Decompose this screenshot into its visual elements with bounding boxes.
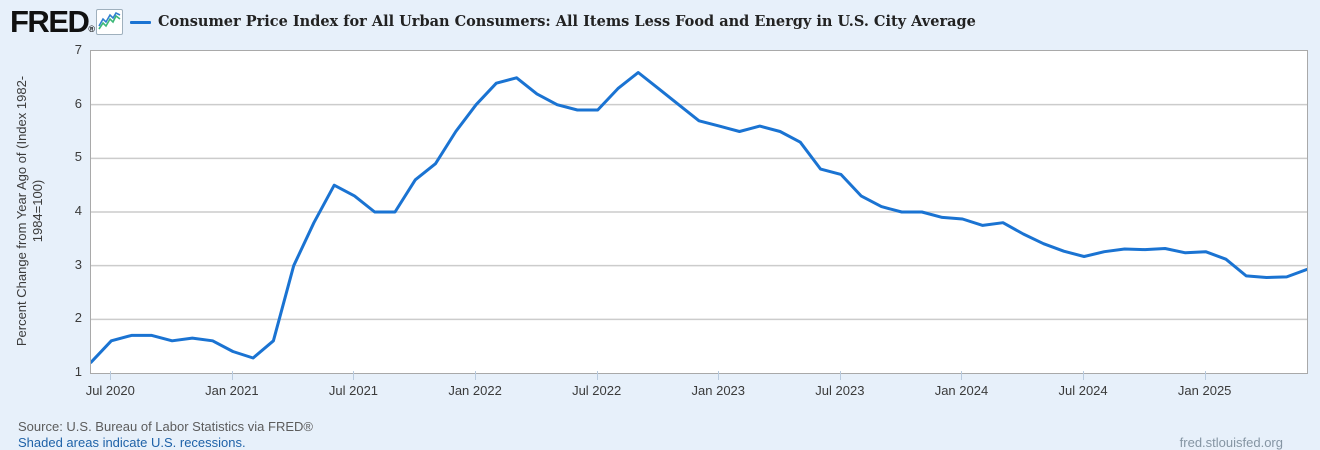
x-tick-label: Jan 2022 — [448, 383, 502, 398]
x-tick-label: Jul 2020 — [85, 383, 135, 398]
y-tick-label: 2 — [74, 310, 82, 326]
y-axis-title-line2: 1984=100) — [30, 179, 45, 243]
x-tick-mark — [718, 371, 720, 380]
x-tick-mark — [961, 371, 963, 380]
x-tick-mark — [596, 371, 598, 380]
x-tick-mark — [353, 371, 355, 380]
fred-sparkline-icon — [96, 9, 123, 35]
y-tick-label: 5 — [74, 149, 82, 165]
recession-note-link[interactable]: Shaded areas indicate U.S. recessions. — [18, 435, 246, 450]
x-tick-mark — [839, 371, 841, 380]
x-tick-mark — [1204, 371, 1206, 380]
gridlines — [91, 103, 1307, 321]
x-tick-label: Jul 2023 — [815, 383, 865, 398]
y-tick-label: 7 — [74, 42, 82, 57]
x-tick-label: Jan 2025 — [1177, 383, 1232, 398]
x-tick-label: Jan 2024 — [934, 383, 989, 398]
y-tick-label: 1 — [74, 364, 82, 379]
site-url: fred.stlouisfed.org — [1179, 435, 1283, 450]
x-tick-mark — [475, 371, 477, 380]
x-tick-label: Jan 2021 — [205, 383, 259, 398]
x-tick-label: Jul 2024 — [1058, 383, 1108, 398]
x-tick-mark — [1083, 371, 1085, 380]
y-axis-title-line1: Percent Change from Year Ago of (Index 1… — [14, 75, 29, 347]
y-tick-label: 6 — [74, 95, 82, 111]
y-axis-title: Percent Change from Year Ago of (Index 1… — [14, 50, 48, 372]
y-tick-label: 3 — [74, 256, 82, 272]
fred-logo[interactable]: FRED® — [10, 4, 95, 40]
legend-line-swatch — [130, 21, 151, 24]
x-tick-mark — [231, 371, 233, 380]
x-tick-label: Jul 2021 — [328, 383, 379, 398]
x-tick-label: Jul 2022 — [572, 383, 622, 398]
chart-title: Consumer Price Index for All Urban Consu… — [158, 13, 976, 30]
cpi-series-line — [91, 71, 1307, 364]
registered-mark: ® — [88, 24, 96, 34]
plot-area — [90, 50, 1308, 374]
x-tick-mark — [110, 371, 112, 380]
x-tick-label: Jan 2023 — [691, 383, 746, 398]
y-tick-label: 4 — [74, 203, 82, 218]
fred-logo-text: FRED — [10, 4, 90, 39]
source-text: Source: U.S. Bureau of Labor Statistics … — [18, 419, 313, 434]
